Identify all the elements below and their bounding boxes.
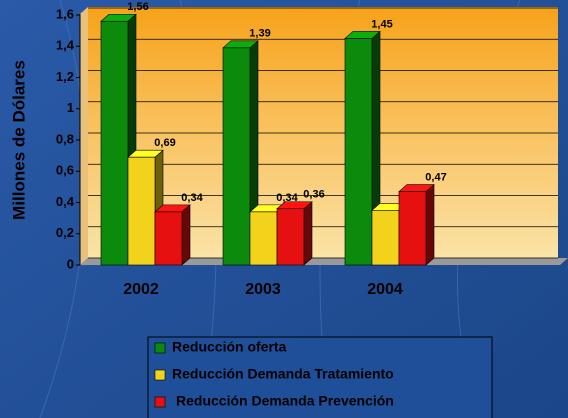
y-tick-label: 1,2 [56, 69, 74, 84]
bar [249, 211, 278, 266]
bar [276, 208, 305, 266]
data-label: 1,45 [371, 18, 392, 30]
data-label: 1,56 [127, 1, 148, 13]
bar-side [303, 201, 313, 266]
y-tick-label: 0,4 [56, 194, 75, 209]
bar [344, 38, 373, 266]
data-label: 0,34 [276, 192, 298, 204]
bar-side [181, 204, 191, 266]
legend-swatch [154, 396, 166, 408]
data-label: 0,36 [303, 189, 324, 201]
y-tick-label: 1,4 [56, 38, 75, 53]
data-label: 0,47 [425, 171, 446, 183]
data-label: 0,34 [181, 192, 203, 204]
x-tick-label: 2002 [123, 281, 159, 298]
floor [80, 258, 568, 265]
legend-label: Reducción Demanda Tratamiento [172, 366, 394, 382]
bar [222, 47, 251, 266]
bar-side [425, 183, 435, 266]
legend-label: Reducción Demanda Prevención [176, 393, 394, 409]
y-tick-label: 0 [67, 256, 74, 271]
data-label: 0,69 [154, 137, 175, 149]
legend [147, 336, 493, 418]
y-tick-label: 0,6 [56, 163, 74, 178]
side-wall [80, 7, 88, 265]
legend-swatch [154, 342, 166, 354]
legend-label: Reducción oferta [172, 339, 287, 355]
bar [154, 211, 183, 266]
x-tick-label: 2003 [245, 281, 281, 298]
y-tick-label: 0,8 [56, 131, 74, 146]
bar [100, 20, 129, 266]
x-tick-label: 2004 [367, 281, 403, 298]
y-tick-label: 0,2 [56, 225, 74, 240]
bar [371, 210, 400, 266]
bar [398, 191, 427, 266]
y-axis-label: Millones de Dólares [9, 60, 28, 220]
y-tick-label: 1,6 [56, 6, 74, 21]
y-tick-label: 1 [67, 100, 74, 115]
legend-swatch [154, 369, 166, 381]
data-label: 1,39 [249, 28, 270, 40]
bar [127, 156, 156, 266]
